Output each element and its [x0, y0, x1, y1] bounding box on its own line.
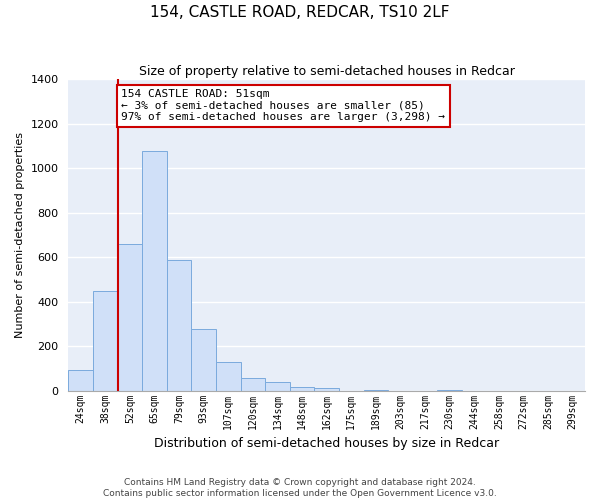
Y-axis label: Number of semi-detached properties: Number of semi-detached properties [15, 132, 25, 338]
Bar [68, 370, 93, 390]
Bar [314, 388, 339, 390]
Text: 154, CASTLE ROAD, REDCAR, TS10 2LF: 154, CASTLE ROAD, REDCAR, TS10 2LF [150, 5, 450, 20]
Text: 154 CASTLE ROAD: 51sqm
← 3% of semi-detached houses are smaller (85)
97% of semi: 154 CASTLE ROAD: 51sqm ← 3% of semi-deta… [121, 89, 445, 122]
Bar [93, 290, 118, 390]
Text: Contains HM Land Registry data © Crown copyright and database right 2024.
Contai: Contains HM Land Registry data © Crown c… [103, 478, 497, 498]
Bar [167, 260, 191, 390]
Bar [216, 362, 241, 390]
Bar [142, 152, 167, 390]
Bar [290, 388, 314, 390]
Bar [191, 330, 216, 390]
Title: Size of property relative to semi-detached houses in Redcar: Size of property relative to semi-detach… [139, 65, 515, 78]
Bar [265, 382, 290, 390]
Bar [118, 244, 142, 390]
X-axis label: Distribution of semi-detached houses by size in Redcar: Distribution of semi-detached houses by … [154, 437, 499, 450]
Bar [241, 378, 265, 390]
